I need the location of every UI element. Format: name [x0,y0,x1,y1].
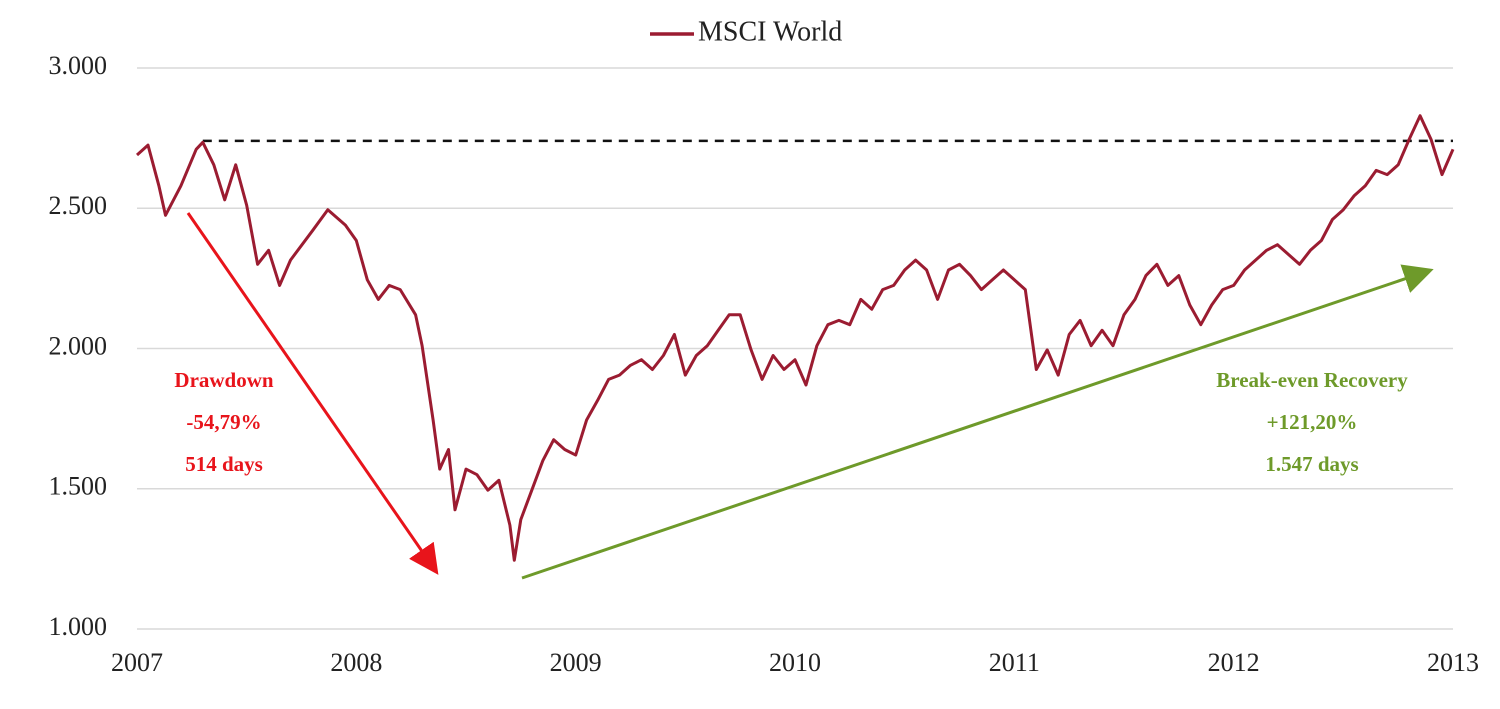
recovery-arrow [521,264,1434,580]
y-tick-label: 2.000 [49,331,108,360]
x-tick-label: 2010 [769,648,821,677]
x-tick-label: 2007 [111,648,163,677]
annotation: 514 days [185,452,263,476]
annotation: 1.547 days [1265,452,1358,476]
annotation: Break-even Recovery [1216,368,1408,392]
drawdown-arrow [186,212,439,575]
y-tick-label: 1.000 [49,612,108,641]
y-tick-label: 1.500 [49,472,108,501]
y-tick-label: 2.500 [49,191,108,220]
x-tick-label: 2009 [550,648,602,677]
annotation: Drawdown [174,368,273,392]
x-tick-label: 2012 [1208,648,1260,677]
x-tick-label: 2011 [989,648,1040,677]
x-tick-label: 2008 [330,648,382,677]
series-line [135,114,1455,562]
annotation: -54,79% [186,410,261,434]
y-tick-label: 3.000 [49,51,108,80]
x-tick-label: 2013 [1427,648,1479,677]
annotation: +121,20% [1267,410,1358,434]
legend-label: MSCI World [698,16,842,47]
